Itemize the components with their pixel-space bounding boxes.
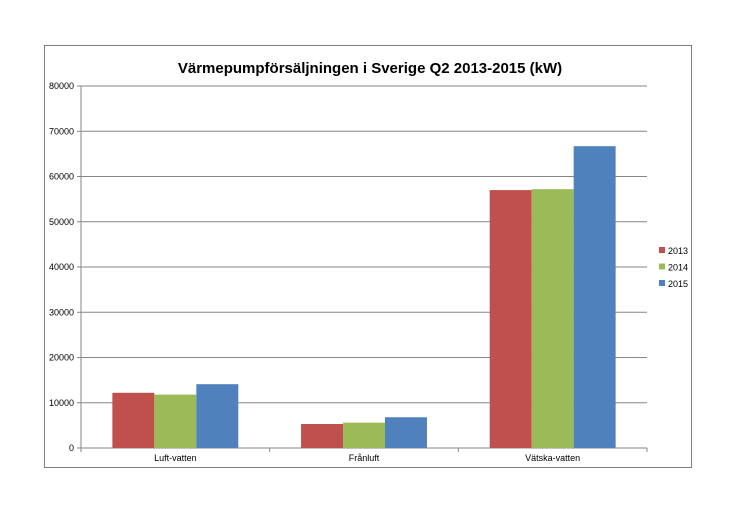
bar-2013-1 [301, 424, 344, 448]
x-tick-label: Frånluft [349, 453, 380, 463]
chart-title: Värmepumpförsäljningen i Sverige Q2 2013… [178, 60, 562, 77]
y-tick-label: 0 [69, 443, 74, 453]
x-tick-label: Vätska-vatten [525, 453, 580, 463]
axis-labels: 0 10000 20000 30000 40000 50000 60000 70000 8000… [49, 81, 580, 463]
bar-2014-0 [154, 394, 197, 448]
y-tick-label: 40000 [49, 262, 74, 272]
y-tick-label: 10000 [49, 398, 74, 408]
bar-2013-0 [112, 392, 155, 448]
y-tick-label: 60000 [49, 172, 74, 182]
bar-2015-2 [573, 146, 616, 448]
legend-label: 2015 [668, 279, 688, 289]
gridlines [81, 85, 647, 404]
bars [112, 146, 616, 449]
bar-2015-0 [196, 384, 239, 448]
legend: 2013 2014 2015 [659, 246, 688, 289]
bar-2013-2 [489, 190, 532, 448]
bar-2014-1 [343, 422, 385, 448]
y-tick-label: 20000 [49, 353, 74, 363]
y-tick-label: 80000 [49, 81, 74, 91]
y-tick-label: 30000 [49, 307, 74, 317]
legend-swatch-2013 [659, 247, 665, 253]
y-tick-label: 70000 [49, 126, 74, 136]
legend-label: 2013 [668, 246, 688, 256]
bar-2014-2 [531, 189, 574, 449]
y-tick-label: 50000 [49, 217, 74, 227]
legend-swatch-2014 [659, 263, 665, 270]
bar-2015-1 [384, 417, 427, 448]
chart-frame: Värmepumpförsäljningen i Sverige Q2 2013… [44, 45, 692, 468]
x-tick-label: Luft-vatten [154, 453, 197, 463]
legend-swatch-2015 [659, 280, 665, 286]
bar-chart: Värmepumpförsäljningen i Sverige Q2 2013… [49, 60, 688, 463]
legend-label: 2014 [668, 263, 688, 273]
